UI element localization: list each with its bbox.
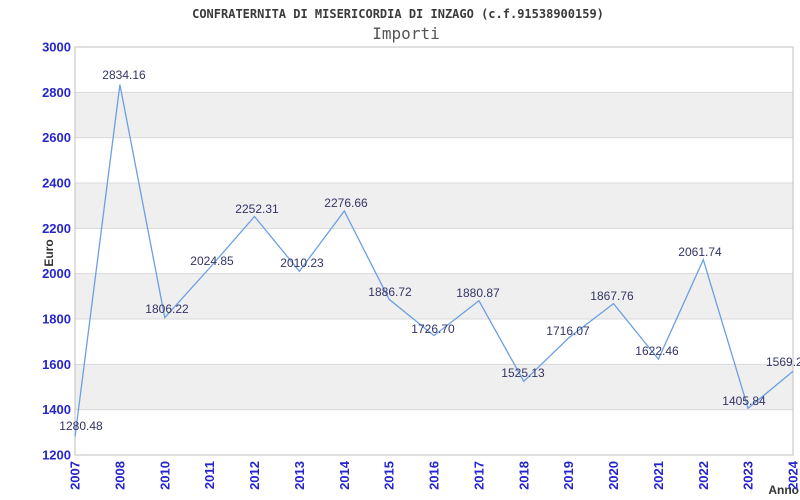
x-tick-label: 2021 xyxy=(651,461,666,490)
data-label: 1622.46 xyxy=(635,344,679,358)
y-tick-label: 3000 xyxy=(42,40,71,55)
data-label: 2276.66 xyxy=(324,196,368,210)
y-tick-label: 2200 xyxy=(42,221,71,236)
chart-subtitle: Importi xyxy=(372,24,439,43)
y-axis-tick-labels: 1200 1400 1600 1800 2000 2200 2400 2600 2800 3000 xyxy=(42,40,71,463)
x-tick-label: 2013 xyxy=(292,461,307,490)
data-label: 1886.72 xyxy=(368,285,412,299)
data-label: 1405.84 xyxy=(722,394,766,408)
y-tick-label: 1200 xyxy=(42,448,71,463)
y-tick-label: 1800 xyxy=(42,312,71,327)
data-label: 2024.85 xyxy=(190,254,234,268)
plot-band xyxy=(75,92,793,138)
plot-band xyxy=(75,364,793,410)
data-label: 1867.76 xyxy=(590,289,634,303)
plot-bands xyxy=(75,92,793,410)
y-tick-label: 2800 xyxy=(42,85,71,100)
data-label: 2061.74 xyxy=(678,245,722,259)
x-tick-label: 2016 xyxy=(427,461,442,490)
plot-band xyxy=(75,183,793,229)
x-tick-label: 2023 xyxy=(741,461,756,490)
data-label: 1569.2 xyxy=(766,355,800,369)
x-tick-label: 2007 xyxy=(68,461,83,490)
x-tick-label: 2018 xyxy=(516,461,531,490)
x-axis-tick-labels: 2007 2008 2010 2011 2012 2013 2014 2015 2016 2017… xyxy=(68,460,800,490)
gridlines xyxy=(75,91,793,411)
data-label: 2010.23 xyxy=(280,256,324,270)
series-line xyxy=(74,84,794,437)
data-label: 1726.70 xyxy=(411,322,455,336)
x-tick-label: 2022 xyxy=(696,461,711,490)
data-label: 2834.16 xyxy=(102,68,146,82)
chart-title: CONFRATERNITA DI MISERICORDIA DI INZAGO … xyxy=(192,7,604,21)
y-tick-label: 2000 xyxy=(42,266,71,281)
data-label: 1880.87 xyxy=(456,286,500,300)
data-label: 1806.22 xyxy=(145,302,189,316)
plot-band xyxy=(75,273,793,319)
x-tick-label: 2024 xyxy=(786,460,800,490)
x-tick-label: 2011 xyxy=(202,461,217,489)
x-tick-label: 2012 xyxy=(247,461,262,490)
data-label: 1525.13 xyxy=(501,366,545,380)
y-tick-label: 2400 xyxy=(42,176,71,191)
y-tick-label: 2600 xyxy=(42,130,71,145)
data-point-labels: 1280.48 2834.16 1806.22 2024.85 2252.31 2010.… xyxy=(59,68,800,433)
x-tick-label: 2015 xyxy=(382,461,397,490)
x-tick-label: 2020 xyxy=(606,461,621,490)
y-tick-label: 1600 xyxy=(42,357,71,372)
data-label: 1716.07 xyxy=(546,324,590,338)
y-axis-title: Euro xyxy=(42,239,56,266)
y-tick-label: 1400 xyxy=(42,402,71,417)
x-tick-label: 2010 xyxy=(157,461,172,490)
data-label: 1280.48 xyxy=(59,419,103,433)
x-tick-label: 2008 xyxy=(112,461,127,490)
plot-border xyxy=(74,46,794,456)
data-label: 2252.31 xyxy=(235,202,279,216)
x-axis-title: Anno xyxy=(768,483,799,497)
x-tick-label: 2014 xyxy=(337,460,352,490)
x-tick-label: 2019 xyxy=(561,461,576,490)
x-tick-label: 2017 xyxy=(471,461,486,490)
